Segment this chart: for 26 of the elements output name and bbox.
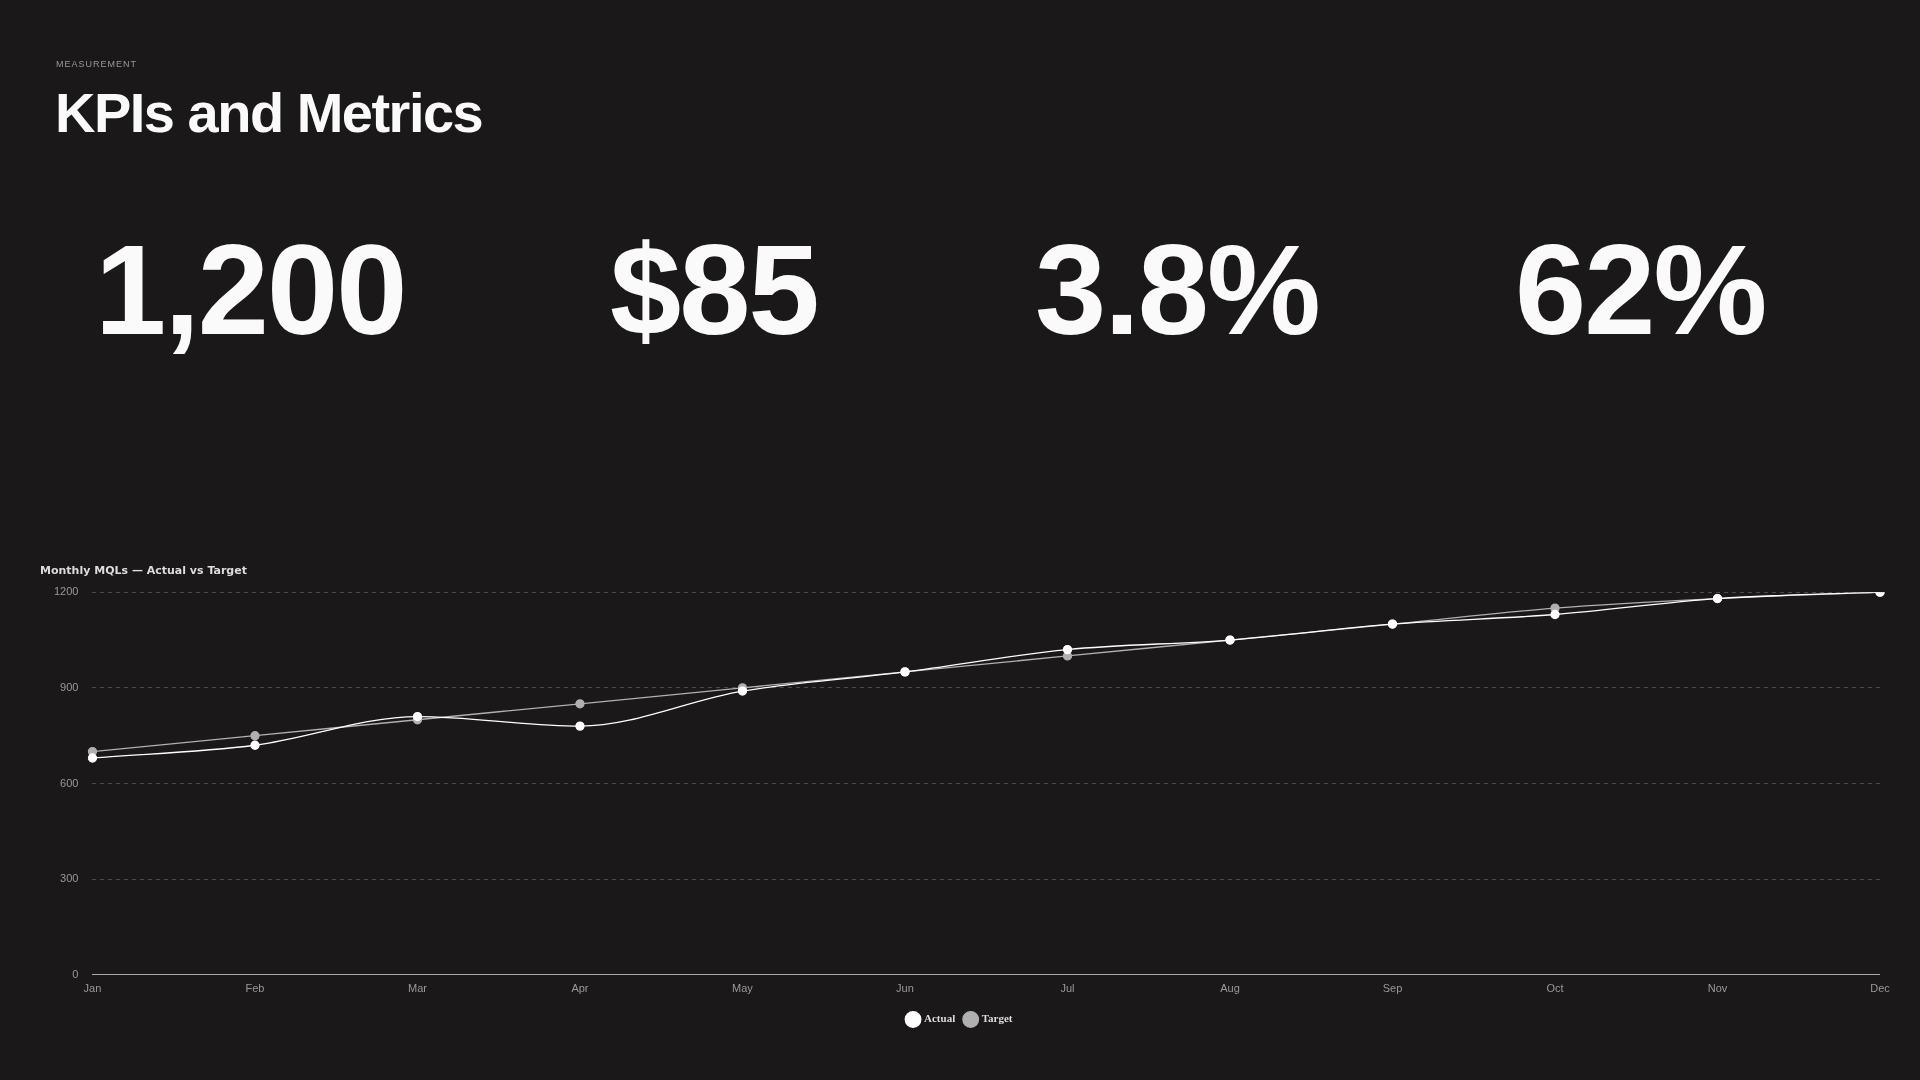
- text: 1,200: [95, 217, 406, 363]
- x-tick-label: Jul: [1060, 982, 1075, 995]
- y-tick-label: 600: [60, 776, 79, 789]
- y-tick-label: 0: [72, 967, 79, 980]
- chart-title: Monthly MQLs — Actual vs Target: [40, 564, 247, 578]
- x-tick-label: Oct: [1546, 982, 1564, 995]
- legend-label: Actual: [924, 1012, 956, 1025]
- y-tick-label: 300: [60, 872, 79, 885]
- text: KPIs and Metrics: [55, 80, 483, 145]
- x-tick-label: Aug: [1220, 982, 1240, 995]
- x-tick-label: Apr: [571, 982, 589, 995]
- x-tick-label: Dec: [1870, 982, 1891, 995]
- x-tick-label: Mar: [408, 982, 428, 995]
- x-tick-label: Nov: [1707, 982, 1728, 995]
- y-tick-label: 900: [60, 680, 79, 693]
- legend-label: Target: [981, 1012, 1013, 1025]
- text: $85: [610, 217, 818, 363]
- x-tick-label: Jun: [896, 982, 914, 995]
- y-tick-label: 1200: [53, 585, 79, 598]
- x-tick-label: Sep: [1382, 982, 1403, 995]
- x-tick-label: May: [732, 982, 754, 995]
- text: 3.8%: [1035, 217, 1319, 363]
- text: 62%: [1515, 217, 1766, 363]
- text: MEASUREMENT: [56, 59, 138, 69]
- x-tick-label: Feb: [245, 982, 265, 995]
- x-tick-label: Jan: [83, 982, 102, 995]
